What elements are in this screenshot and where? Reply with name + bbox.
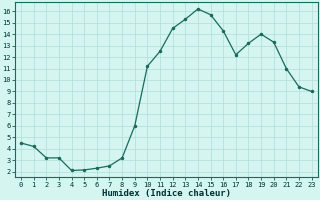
X-axis label: Humidex (Indice chaleur): Humidex (Indice chaleur) [102, 189, 231, 198]
